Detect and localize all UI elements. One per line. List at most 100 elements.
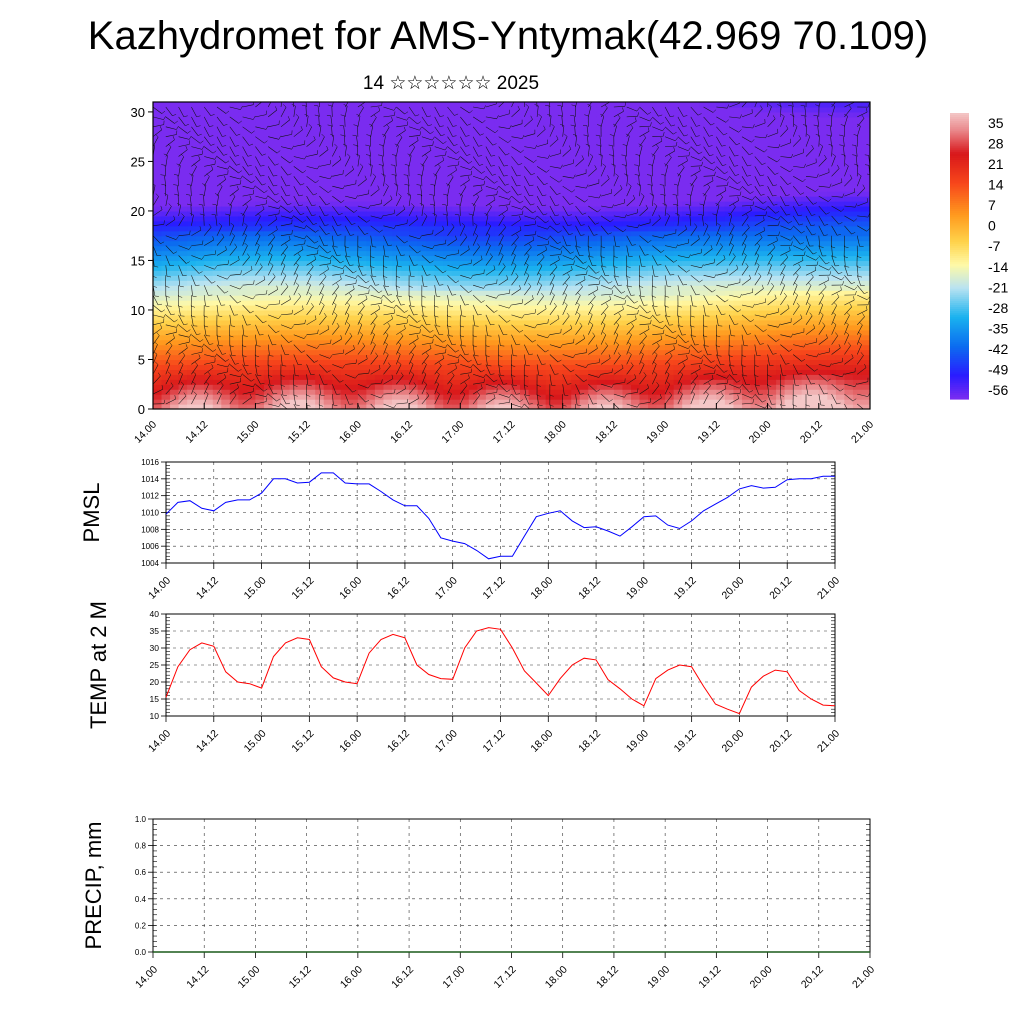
heat-cell <box>665 379 675 385</box>
heat-cell <box>682 280 692 286</box>
heat-cell <box>724 181 735 187</box>
heat-cell <box>767 354 777 361</box>
heat-cell <box>733 126 743 133</box>
heat-cell <box>759 121 769 128</box>
heat-cell <box>468 389 478 395</box>
heat-cell <box>221 314 231 321</box>
heat-cell <box>596 270 606 276</box>
heat-cell <box>827 166 837 172</box>
heat-cell <box>229 270 239 276</box>
heat-cell <box>639 305 649 311</box>
heat-cell <box>690 329 700 336</box>
heat-cell <box>528 359 538 366</box>
heat-cell <box>733 384 743 390</box>
heat-cell <box>682 260 692 266</box>
heat-cell <box>605 314 615 321</box>
heat-cell <box>571 116 581 123</box>
heat-cell <box>562 404 572 409</box>
heat-cell <box>571 334 581 341</box>
heat-cell <box>340 126 350 133</box>
heat-cell <box>340 156 350 163</box>
heat-cell <box>767 329 777 336</box>
heat-cell <box>332 106 342 113</box>
heat-cell <box>477 404 487 409</box>
heat-cell <box>793 181 803 187</box>
heat-cell <box>170 359 180 366</box>
heat-cell <box>195 295 205 301</box>
heat-cell <box>631 319 641 326</box>
heat-cell <box>161 399 171 405</box>
heat-cell <box>298 379 308 385</box>
heat-cell <box>434 344 444 351</box>
heat-cell <box>528 344 538 351</box>
heat-cell <box>759 126 769 133</box>
heat-cell <box>178 354 188 361</box>
heat-cell <box>374 344 385 351</box>
heat-cell <box>631 245 641 252</box>
heat-cell <box>648 116 658 123</box>
heat-cell <box>485 384 496 390</box>
heat-cell <box>759 205 769 212</box>
heat-cell <box>366 121 376 128</box>
heat-cell <box>298 186 308 192</box>
heat-cell <box>810 156 820 163</box>
heat-cell <box>204 146 214 153</box>
heat-cell <box>255 384 265 390</box>
heat-cell <box>494 201 504 207</box>
heat-cell <box>579 389 589 395</box>
heat-cell <box>622 349 632 356</box>
heat-cell <box>776 290 786 296</box>
heat-cell <box>477 344 487 351</box>
heat-cell <box>460 285 470 291</box>
heat-cell <box>818 176 828 182</box>
heat-cell <box>494 374 504 380</box>
heat-cell <box>827 349 837 356</box>
heat-cell <box>246 106 257 113</box>
heat-cell <box>332 404 342 409</box>
heat-cell <box>229 255 239 262</box>
heat-cell <box>392 131 402 138</box>
heat-cell <box>443 314 453 321</box>
heat-cell <box>613 166 624 172</box>
heat-cell <box>229 141 239 148</box>
heat-cell <box>588 379 598 385</box>
heat-cell <box>520 265 530 271</box>
heat-cell <box>170 369 180 375</box>
heat-cell <box>392 220 402 227</box>
heat-cell <box>409 305 419 311</box>
heat-cell <box>511 186 521 192</box>
heat-cell <box>631 250 641 257</box>
heat-cell <box>750 146 760 153</box>
heat-cell <box>733 210 743 217</box>
heat-cell <box>596 136 606 143</box>
heat-cell <box>400 121 410 128</box>
heat-cell <box>707 364 717 370</box>
heat-cell <box>776 166 786 172</box>
heat-cell <box>554 161 564 167</box>
heat-cell <box>605 121 615 128</box>
heat-cell <box>460 305 470 311</box>
heat-cell <box>323 156 333 163</box>
heat-cell <box>255 280 265 286</box>
heat-cell <box>451 285 461 291</box>
heat-cell <box>801 285 811 291</box>
heat-cell <box>588 295 598 301</box>
heat-cell <box>682 131 692 138</box>
heat-cell <box>229 265 239 271</box>
heat-cell <box>741 191 752 197</box>
heat-cell <box>204 126 214 133</box>
heat-cell <box>613 171 624 177</box>
heat-cell <box>639 314 649 321</box>
heat-cell <box>767 399 777 405</box>
heat-cell <box>400 364 410 370</box>
heat-cell <box>835 245 845 252</box>
heat-cell <box>443 121 453 128</box>
heat-cell <box>716 265 726 271</box>
heat-cell <box>579 300 589 306</box>
heat-cell <box>443 161 453 167</box>
heat-cell <box>204 280 214 286</box>
heat-cell <box>221 309 231 316</box>
heat-cell <box>468 394 478 400</box>
heat-cell <box>426 260 436 266</box>
heat-cell <box>502 210 513 217</box>
